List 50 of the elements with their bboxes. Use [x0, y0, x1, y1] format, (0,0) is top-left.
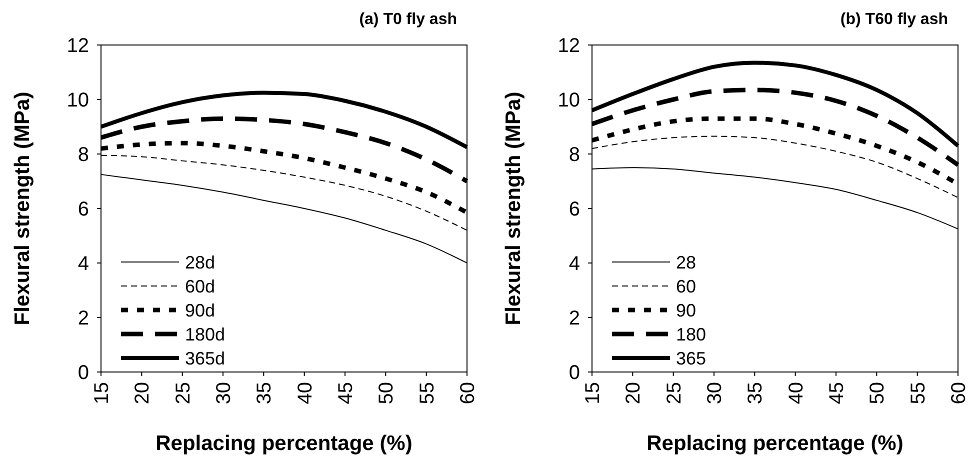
legend-label: 180	[676, 324, 706, 344]
x-tick-label: 40	[785, 382, 808, 404]
x-tick-label: 55	[907, 382, 930, 404]
x-tick-label: 50	[866, 382, 889, 404]
x-tick-label: 25	[663, 382, 686, 404]
chart-title: (a) T0 fly ash	[359, 11, 457, 28]
y-axis-title: Flexural strength (MPa)	[11, 92, 34, 326]
x-tick-label: 20	[622, 382, 645, 404]
legend-label: 180d	[185, 324, 226, 344]
y-axis-title: Flexural strength (MPa)	[502, 92, 525, 326]
y-tick-label: 4	[568, 253, 580, 275]
x-tick-label: 15	[91, 382, 113, 404]
legend-label: 28	[676, 252, 696, 272]
y-tick-label: 12	[558, 35, 580, 57]
x-tick-label: 30	[704, 382, 726, 404]
legend-label: 365d	[185, 348, 226, 368]
legend-label: 365	[676, 348, 706, 368]
x-tick-label: 30	[213, 382, 235, 404]
y-tick-label: 2	[568, 308, 580, 330]
y-tick-label: 12	[66, 35, 89, 57]
y-tick-label: 0	[568, 362, 580, 384]
y-tick-label: 4	[78, 253, 89, 275]
x-tick-label: 35	[744, 382, 767, 404]
x-tick-label: 20	[132, 382, 154, 404]
x-tick-label: 45	[826, 382, 848, 404]
x-tick-label: 40	[294, 382, 316, 404]
legend-label: 60	[676, 276, 696, 296]
y-tick-label: 10	[66, 90, 89, 112]
x-tick-label: 55	[416, 382, 438, 404]
y-tick-label: 10	[558, 90, 580, 112]
y-tick-label: 0	[78, 362, 89, 384]
y-tick-label: 8	[78, 144, 89, 166]
legend-label: 60d	[185, 276, 216, 296]
legend-label: 28d	[185, 252, 216, 272]
x-tick-label: 60	[948, 382, 970, 404]
x-axis-title: Replacing percentage (%)	[646, 432, 904, 455]
chart-title: (b) T60 fly ash	[840, 11, 948, 28]
y-tick-label: 2	[78, 308, 89, 330]
x-tick-label: 50	[376, 382, 398, 404]
x-tick-label: 35	[254, 382, 276, 404]
y-tick-label: 6	[78, 198, 89, 220]
x-axis-title: Replacing percentage (%)	[156, 432, 412, 455]
x-tick-label: 45	[335, 382, 357, 404]
x-tick-label: 25	[172, 382, 194, 404]
y-tick-label: 6	[568, 198, 580, 220]
x-tick-label: 60	[457, 382, 479, 404]
x-tick-label: 15	[582, 382, 604, 404]
y-tick-label: 8	[568, 144, 580, 166]
legend-label: 90d	[185, 300, 216, 320]
legend-label: 90	[676, 300, 696, 320]
